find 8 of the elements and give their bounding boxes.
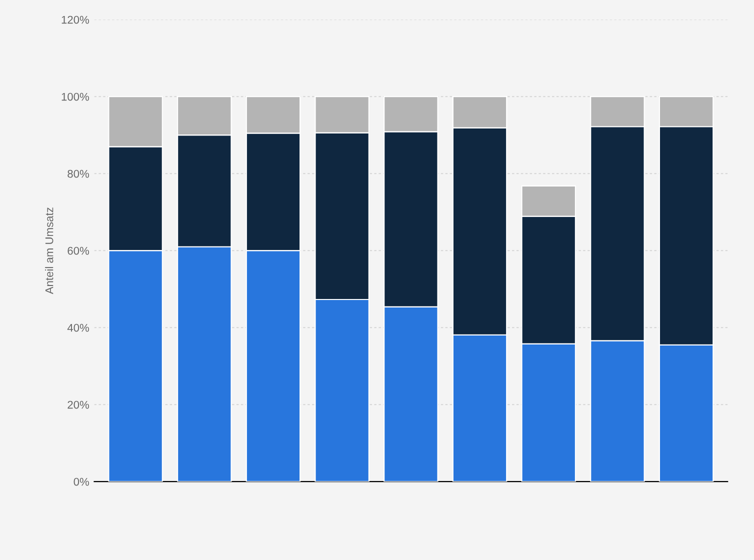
y-tick-label: 40% [67, 324, 89, 332]
y-axis-title: Anteil am Umsatz [45, 208, 54, 294]
y-tick-label: 20% [68, 400, 89, 409]
y-tick-label: 100% [62, 92, 89, 101]
y-tick-label: 0% [74, 478, 89, 486]
y-tick-label: 120% [62, 16, 89, 24]
y-tick-label: 80% [68, 170, 89, 178]
y-tick-label: 60% [68, 246, 89, 255]
